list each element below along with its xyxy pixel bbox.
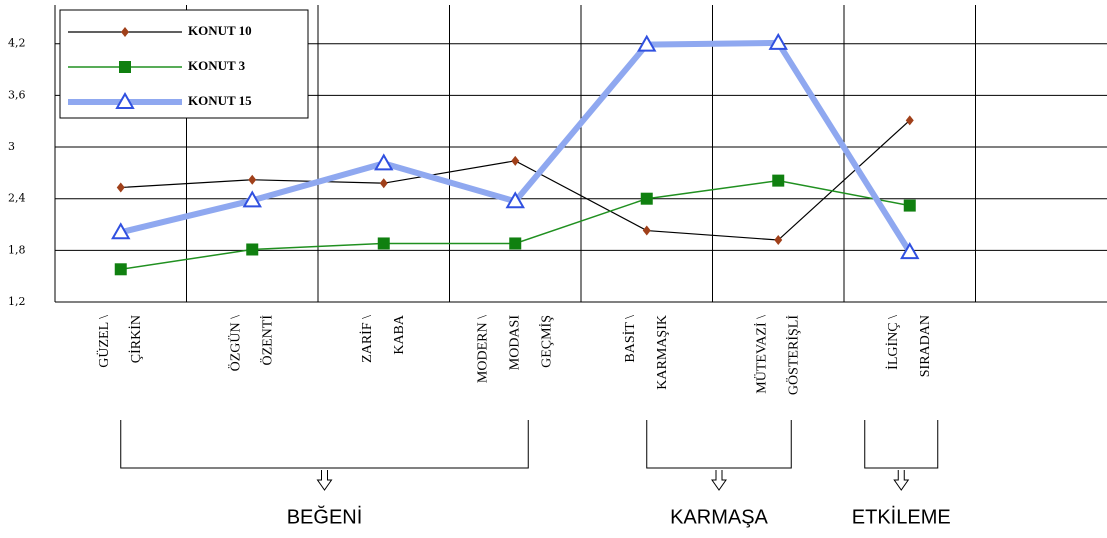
x-tick-label: GÖSTERİŞLİ — [784, 315, 801, 395]
y-tick-label: 4,2 — [8, 37, 26, 50]
marker — [115, 91, 135, 109]
marker — [511, 155, 520, 166]
marker — [768, 32, 788, 50]
marker — [111, 222, 131, 240]
marker — [642, 225, 651, 236]
group-label: KARMAŞA — [670, 506, 768, 528]
x-tick-label: İLGİNÇ \ — [885, 315, 901, 370]
group-label: BEĞENİ — [287, 505, 363, 528]
marker — [905, 115, 914, 126]
legend-label: KONUT 15 — [188, 93, 252, 108]
marker — [114, 263, 127, 276]
x-tick-label: ÖZGÜN \ — [226, 315, 243, 371]
bracket — [864, 420, 939, 469]
legend-label: KONUT 10 — [188, 23, 252, 38]
x-tick-label: KABA — [392, 314, 407, 355]
marker — [379, 178, 388, 189]
x-tick-label: MODERN \ — [475, 315, 490, 383]
y-tick-label: 3 — [8, 140, 15, 153]
legend-label: KONUT 3 — [188, 58, 246, 73]
marker — [377, 237, 390, 250]
y-tick-label: 3,6 — [8, 88, 26, 101]
x-tick-label: MÜTEVAZİ \ — [752, 315, 769, 394]
marker — [509, 237, 522, 250]
arrow — [711, 470, 727, 491]
marker — [774, 235, 783, 246]
marker — [242, 190, 262, 208]
marker — [903, 199, 916, 212]
marker — [505, 191, 525, 209]
marker — [637, 34, 657, 52]
x-tick-label: SIRADAN — [918, 315, 933, 377]
x-tick-label: ÇİRKİN — [128, 315, 144, 363]
x-tick-label: KARMAŞIK — [655, 315, 670, 390]
bracket — [120, 420, 529, 469]
x-tick-label: ZARİF \ — [359, 315, 375, 363]
y-tick-label: 1,2 — [8, 295, 26, 308]
x-tick-label: GEÇMİŞ — [538, 315, 554, 368]
marker — [121, 27, 129, 37]
marker — [900, 242, 920, 260]
x-tick-label: MODASI — [507, 315, 522, 371]
x-tick-label: GÜZEL \ — [95, 315, 112, 368]
x-tick-label: ÖZENTİ — [258, 315, 275, 366]
marker — [248, 174, 257, 185]
arrow — [316, 470, 333, 491]
series-line — [120, 119, 911, 241]
group-label: ETKİLEME — [852, 505, 951, 528]
x-tick-label: BASİT \ — [622, 315, 638, 363]
marker — [640, 192, 653, 205]
y-tick-label: 2,4 — [8, 192, 26, 205]
marker — [116, 182, 125, 193]
y-tick-label: 1,8 — [8, 243, 26, 256]
arrow — [893, 470, 910, 491]
marker — [772, 174, 785, 187]
bracket — [646, 420, 792, 469]
marker — [246, 243, 259, 256]
marker — [374, 153, 394, 171]
marker — [119, 61, 131, 73]
